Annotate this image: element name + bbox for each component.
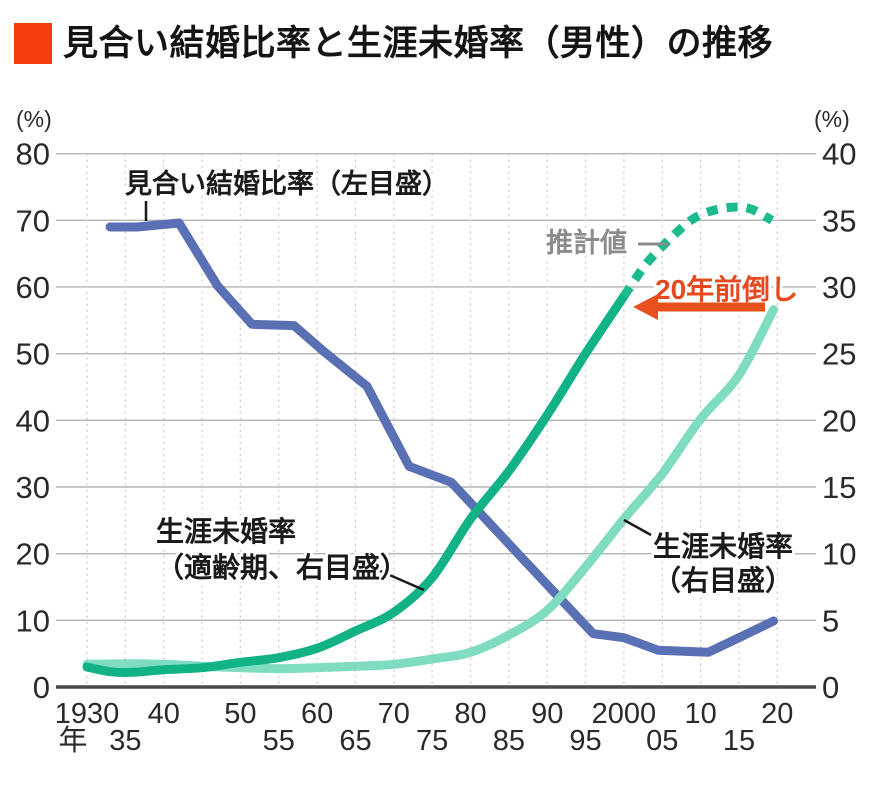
tekireiki-label: 生涯未婚率 <box>156 515 296 547</box>
x-tick-label: 85 <box>493 725 525 757</box>
x-tick-label: 05 <box>646 725 678 757</box>
left-tick-label: 50 <box>16 337 50 372</box>
series-lines <box>82 202 778 678</box>
x-tick-label: 60 <box>301 698 333 730</box>
chart-header: 見合い結婚比率と生涯未婚率（男性）の推移 <box>14 23 773 64</box>
maedaoshi-label: 20年前倒し <box>655 273 798 305</box>
right-tick-label: 20 <box>822 403 856 438</box>
shougai-label: 生涯未婚率 <box>653 530 793 562</box>
right-tick-label: 25 <box>822 337 856 372</box>
x-tick-label: 75 <box>416 725 448 757</box>
pull-forward-arrow <box>633 294 765 320</box>
x-tick-label: 50 <box>224 698 256 730</box>
right-tick-label: 35 <box>822 203 856 238</box>
left-axis-unit: (%) <box>16 106 52 132</box>
x-tick-label: 35 <box>109 725 141 757</box>
x-axis-year-label: 年 <box>58 724 87 757</box>
right-tick-label: 5 <box>822 603 839 638</box>
left-tick-label: 60 <box>16 270 50 305</box>
chart-title: 見合い結婚比率と生涯未婚率（男性）の推移 <box>63 24 774 63</box>
right-tick-label: 40 <box>822 137 856 172</box>
grid-lines <box>56 152 816 689</box>
series-line-suikeichi <box>620 202 775 299</box>
x-tick-label: 20 <box>761 698 793 730</box>
left-tick-label: 0 <box>33 670 50 705</box>
x-tick-label: 15 <box>723 725 755 757</box>
suikei-label: 推計値 <box>546 227 627 258</box>
x-tick-label: 95 <box>569 725 601 757</box>
miai-label: 見合い結婚比率（左目盛） <box>125 168 449 199</box>
right-tick-label: 0 <box>822 670 839 705</box>
x-tick-label: 70 <box>378 698 410 730</box>
x-tick-label: 40 <box>148 698 180 730</box>
shougai-label-pointer-line <box>623 518 652 537</box>
right-axis-unit: (%) <box>814 106 850 132</box>
left-tick-label: 30 <box>16 470 50 505</box>
left-tick-label: 10 <box>16 603 50 638</box>
left-tick-label: 80 <box>16 137 50 172</box>
left-tick-label: 40 <box>16 403 50 438</box>
right-tick-label: 30 <box>822 270 856 305</box>
arrow-head-icon <box>633 294 658 320</box>
right-tick-label: 10 <box>822 537 856 572</box>
x-tick-label: 2000 <box>592 698 657 730</box>
right-tick-label: 15 <box>822 470 856 505</box>
axis-labels: (%) (%)8070605040302010040353025201510501… <box>16 106 857 757</box>
annotations: 見合い結婚比率（左目盛）推計値20年前倒し生涯未婚率（適齢期、右目盛）生涯未婚率… <box>122 165 801 599</box>
left-tick-label: 20 <box>16 537 50 572</box>
x-tick-label: 1930 <box>55 698 120 730</box>
x-tick-label: 55 <box>263 725 295 757</box>
left-tick-label: 70 <box>16 203 50 238</box>
tekireiki-label-pointer-line <box>377 568 425 592</box>
title-bullet-icon <box>14 23 52 64</box>
tekireiki-label: （適齢期、右目盛） <box>156 551 408 583</box>
shougai-label: （右目盛） <box>653 564 793 596</box>
series-line-shougai-mikon-tekireiki <box>82 291 629 678</box>
x-tick-label: 80 <box>454 698 486 730</box>
x-tick-label: 10 <box>684 698 716 730</box>
x-tick-label: 90 <box>531 698 563 730</box>
x-tick-label: 65 <box>339 725 371 757</box>
series-line-shougai-mikon <box>82 305 778 674</box>
series-line-miai-kekkon <box>105 218 778 657</box>
